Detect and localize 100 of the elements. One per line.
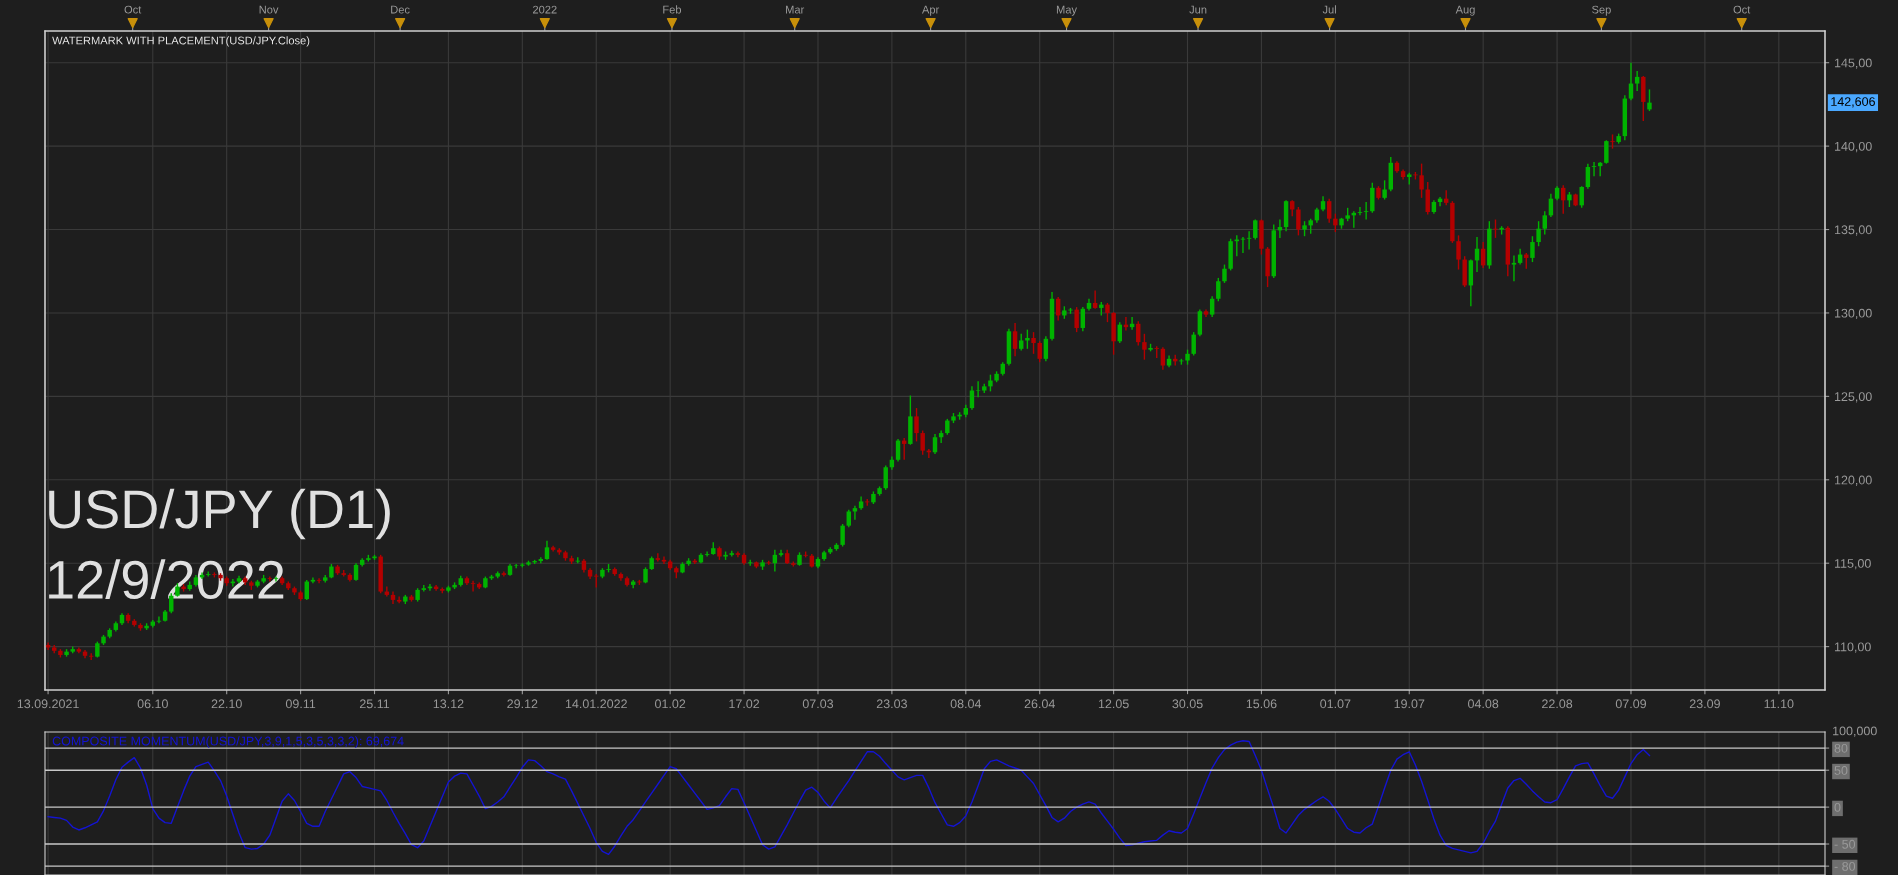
x2-tick-label: Oct bbox=[1733, 5, 1751, 14]
candlestick bbox=[1585, 162, 1591, 190]
candlestick bbox=[975, 380, 981, 398]
candlestick bbox=[1142, 333, 1147, 361]
text: 142,606 bbox=[1831, 97, 1875, 108]
candlestick bbox=[470, 580, 476, 593]
x2-tick-label: 2022 bbox=[533, 5, 557, 14]
candlestick bbox=[1591, 161, 1597, 177]
candlestick bbox=[778, 549, 784, 558]
x-tick-label: 23.03 bbox=[876, 699, 907, 709]
candlestick bbox=[1240, 236, 1246, 254]
candlestick bbox=[920, 429, 925, 456]
text: 100,000 bbox=[1833, 726, 1877, 737]
x-tick-label: 01.02 bbox=[655, 699, 686, 709]
x2-tick-label: Nov bbox=[259, 5, 279, 14]
x-tick-label: 06.10 bbox=[137, 699, 168, 709]
candlestick bbox=[1037, 340, 1042, 363]
x-tick-label: 17.02 bbox=[729, 699, 760, 709]
x-tick-label: 13.09.2021 bbox=[17, 699, 79, 709]
candlestick bbox=[1012, 322, 1018, 358]
candlestick bbox=[1222, 263, 1227, 284]
candlestick bbox=[1333, 212, 1338, 233]
candlestick bbox=[1425, 181, 1430, 216]
candlestick bbox=[1536, 220, 1541, 247]
candlestick bbox=[1604, 139, 1609, 165]
y-tick-label: 140,00 bbox=[1834, 141, 1872, 153]
candlestick bbox=[1456, 234, 1461, 271]
candlestick bbox=[1296, 206, 1301, 237]
annotation: WATERMARK WITH PLACEMENT(USD/JPY.Close) bbox=[52, 36, 310, 47]
candlestick bbox=[1493, 218, 1498, 239]
candlestick bbox=[1382, 179, 1387, 201]
annotation: USD/JPY (D1) bbox=[49, 488, 390, 540]
candlestick bbox=[1043, 335, 1049, 363]
candlestick bbox=[840, 523, 845, 548]
chart-title: COMPOSITE MOMENTUM(USD/JPY,3,9,1,5,3,5,3,3,2): 69,674 bbox=[52, 736, 404, 748]
candlestick bbox=[1246, 230, 1252, 251]
candlestick bbox=[544, 539, 550, 561]
x-tick-label: 09.11 bbox=[285, 699, 316, 709]
x-tick-label: 11.10 bbox=[1764, 699, 1794, 709]
x-tick-label: 08.04 bbox=[950, 699, 982, 709]
candlestick bbox=[1092, 289, 1098, 310]
x-tick-label: 23.09 bbox=[1689, 699, 1720, 709]
x-tick-label: 13.12 bbox=[433, 699, 464, 709]
candlestick bbox=[1191, 331, 1196, 357]
candlestick bbox=[1647, 88, 1652, 112]
candlestick bbox=[932, 433, 938, 455]
y-tick-label: 135,00 bbox=[1834, 225, 1872, 236]
candlestick bbox=[883, 464, 888, 491]
candlestick bbox=[1634, 70, 1640, 92]
x-tick-label: 07.03 bbox=[802, 699, 834, 709]
x-tick-label: 26.04 bbox=[1024, 699, 1055, 709]
candlestick bbox=[1511, 254, 1517, 282]
candlestick bbox=[1197, 308, 1203, 338]
candlestick bbox=[88, 652, 94, 661]
x-tick-label: 30.05 bbox=[1172, 699, 1203, 709]
x2-tick-label: Aug bbox=[1455, 5, 1475, 16]
y-tick-label: 130,00 bbox=[1834, 308, 1872, 320]
candlestick bbox=[661, 555, 667, 565]
candlestick bbox=[1216, 277, 1221, 302]
candlestick bbox=[316, 577, 322, 584]
x-tick-label: 01.07 bbox=[1320, 699, 1351, 709]
candlestick bbox=[1370, 182, 1375, 214]
candlestick bbox=[1031, 331, 1036, 355]
y-tick-label: 125,00 bbox=[1834, 392, 1872, 403]
candlestick bbox=[310, 576, 316, 584]
x2-tick-label: Apr bbox=[921, 5, 940, 16]
x2-tick-label: Feb bbox=[663, 5, 682, 14]
x2-tick-label: Sep bbox=[1592, 5, 1611, 16]
candlestick bbox=[1419, 162, 1424, 199]
x-tick-label: 19.07 bbox=[1394, 699, 1425, 709]
x-tick-label: 15.06 bbox=[1246, 699, 1277, 709]
y-tick-label: 110,00 bbox=[1834, 642, 1871, 653]
candlestick bbox=[1579, 185, 1584, 209]
x-tick-label: 07.09 bbox=[1615, 699, 1647, 709]
candlestick bbox=[156, 615, 162, 624]
x2-tick-label: Jul bbox=[1322, 5, 1336, 14]
candlestick bbox=[1105, 302, 1110, 323]
x-tick-label: 22.10 bbox=[211, 699, 242, 709]
candlestick bbox=[1326, 197, 1332, 224]
x-tick-label: 29.12 bbox=[507, 699, 538, 709]
x-tick-label: 14.01.2022 bbox=[565, 699, 627, 709]
x2-tick-label: Dec bbox=[391, 5, 410, 14]
x2-tick-label: Mar bbox=[786, 5, 805, 14]
candlestick bbox=[914, 407, 919, 443]
candlestick bbox=[1357, 206, 1363, 217]
y-tick-label: 120,00 bbox=[1834, 475, 1872, 486]
candlestick bbox=[1363, 201, 1369, 221]
candlestick bbox=[1209, 295, 1215, 318]
candlestick bbox=[513, 563, 519, 569]
x2-tick-label: Jun bbox=[1189, 5, 1207, 14]
x-tick-label: 04.08 bbox=[1468, 699, 1499, 709]
x-tick-label: 12.05 bbox=[1098, 699, 1129, 709]
x2-tick-label: May bbox=[1056, 5, 1077, 16]
candlestick bbox=[1530, 235, 1535, 263]
x-tick-label: 22.08 bbox=[1542, 699, 1573, 709]
x2-tick-label: Oct bbox=[124, 5, 142, 14]
x-tick-label: 25.11 bbox=[359, 699, 390, 709]
candlestick bbox=[704, 550, 710, 558]
candlestick bbox=[1025, 328, 1030, 350]
candlestick bbox=[1542, 210, 1547, 236]
